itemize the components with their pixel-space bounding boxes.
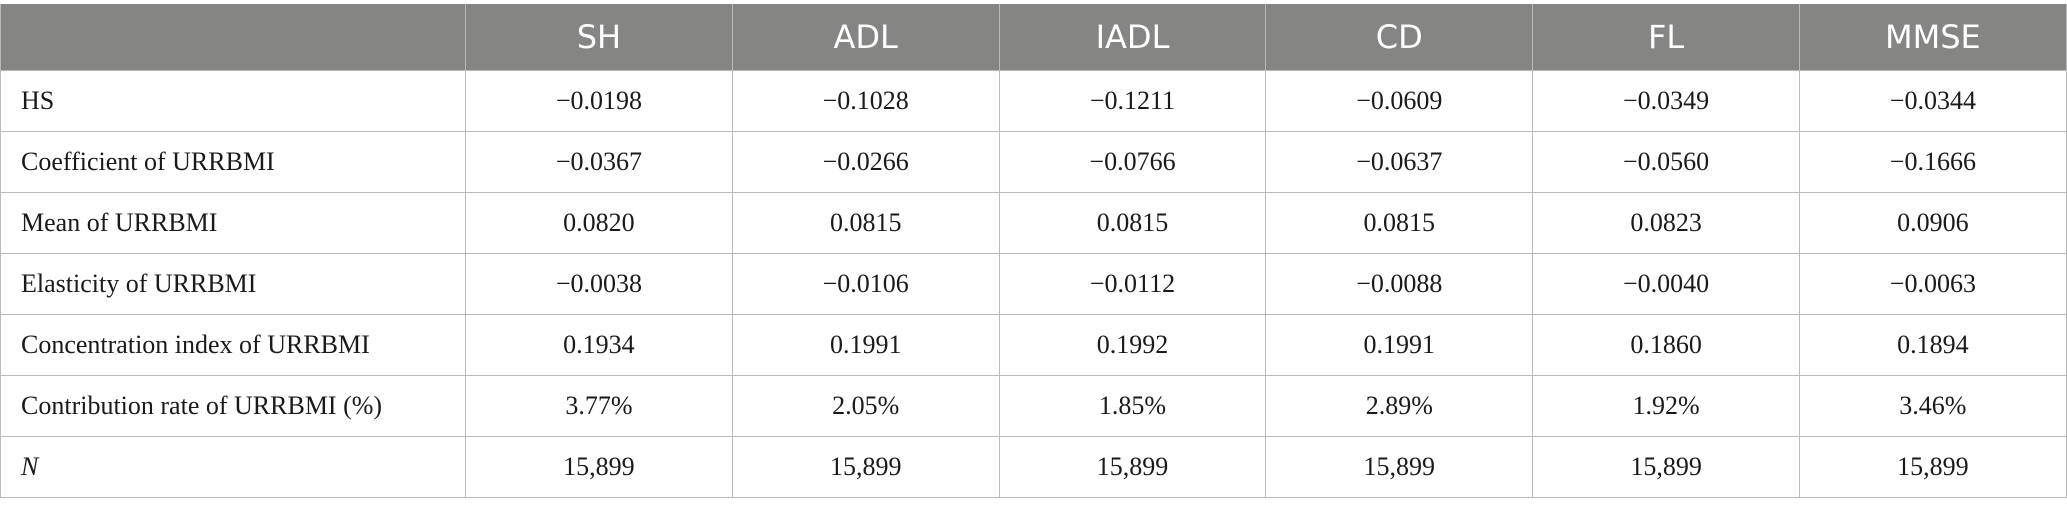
- table-cell: −0.0040: [1532, 253, 1800, 315]
- table-cell: −0.1666: [1798, 131, 2067, 193]
- table-body: HS −0.0198 −0.1028 −0.1211 −0.0609 −0.0349 −0.…: [0, 70, 2067, 498]
- table-row: HS −0.0198 −0.1028 −0.1211 −0.0609 −0.0349 −0.…: [0, 70, 2067, 132]
- row-label: HS: [0, 70, 466, 132]
- table-cell: 15,899: [1532, 436, 1800, 498]
- results-table-container: SH ADL IADL CD FL MMSE HS −0.0198 −0.1028−…: [0, 4, 2067, 498]
- table-cell: 1.92%: [1532, 375, 1800, 437]
- table-cell: 1.85%: [998, 375, 1267, 437]
- table-cell: 0.1934: [465, 314, 733, 376]
- table-cell: 0.1991: [1265, 314, 1534, 376]
- table-cell: −0.0112: [998, 253, 1267, 315]
- results-table: SH ADL IADL CD FL MMSE HS −0.0198 −0.1028−…: [0, 4, 2067, 498]
- table-cell: −0.0198: [465, 70, 733, 132]
- table-cell: 0.0815: [998, 192, 1267, 254]
- row-label: Mean of URRBMI: [0, 192, 466, 254]
- table-cell: −0.0266: [731, 131, 1000, 193]
- header-cell-cd: CD: [1265, 4, 1534, 71]
- table-cell: 0.0906: [1798, 192, 2067, 254]
- table-row: N 15,899 15,899 15,899 15,899 15,899 15,899: [0, 436, 2067, 498]
- table-cell: −0.0367: [465, 131, 733, 193]
- table-row: Contribution rate of URRBMI (%) 3.77% 2.05…: [0, 375, 2067, 437]
- table-header: SH ADL IADL CD FL MMSE: [0, 4, 2067, 71]
- row-label: Concentration index of URRBMI: [0, 314, 466, 376]
- table-cell: −0.0349: [1532, 70, 1800, 132]
- row-label: Elasticity of URRBMI: [0, 253, 466, 315]
- table-cell: −0.0560: [1532, 131, 1800, 193]
- table-cell: 0.0815: [731, 192, 1000, 254]
- table-row: Mean of URRBMI 0.0820 0.0815 0.0815 0.0815 0.…: [0, 192, 2067, 254]
- row-label: Coefficient of URRBMI: [0, 131, 466, 193]
- table-cell: 3.77%: [465, 375, 733, 437]
- table-cell: −0.0766: [998, 131, 1267, 193]
- table-cell: 0.1991: [731, 314, 1000, 376]
- table-cell: 15,899: [998, 436, 1267, 498]
- table-cell: 0.1894: [1798, 314, 2067, 376]
- table-cell: −0.0106: [731, 253, 1000, 315]
- table-cell: −0.0344: [1798, 70, 2067, 132]
- table-cell: 0.0823: [1532, 192, 1800, 254]
- table-cell: 15,899: [1798, 436, 2067, 498]
- table-cell: −0.0063: [1798, 253, 2067, 315]
- header-cell-fl: FL: [1532, 4, 1800, 71]
- header-cell-mmse: MMSE: [1798, 4, 2067, 71]
- table-cell: 0.0820: [465, 192, 733, 254]
- table-cell: 0.1860: [1532, 314, 1800, 376]
- table-cell: 15,899: [465, 436, 733, 498]
- header-cell-adl: ADL: [731, 4, 1000, 71]
- table-cell: −0.1211: [998, 70, 1267, 132]
- table-cell: 3.46%: [1798, 375, 2067, 437]
- header-cell-iadl: IADL: [998, 4, 1267, 71]
- table-cell: −0.0609: [1265, 70, 1534, 132]
- table-cell: −0.0088: [1265, 253, 1534, 315]
- table-row: Coefficient of URRBMI −0.0367 −0.0266 −0.07…: [0, 131, 2067, 193]
- header-cell-blank: [0, 4, 466, 71]
- table-cell: −0.1028: [731, 70, 1000, 132]
- table-row: Concentration index of URRBMI 0.1934 0.199…: [0, 314, 2067, 376]
- table-cell: −0.0038: [465, 253, 733, 315]
- row-label: Contribution rate of URRBMI (%): [0, 375, 466, 437]
- table-cell: 15,899: [1265, 436, 1534, 498]
- table-cell: 0.0815: [1265, 192, 1534, 254]
- table-cell: 0.1992: [998, 314, 1267, 376]
- table-cell: 2.05%: [731, 375, 1000, 437]
- table-cell: 15,899: [731, 436, 1000, 498]
- row-label: N: [0, 436, 466, 498]
- table-cell: −0.0637: [1265, 131, 1534, 193]
- header-cell-sh: SH: [465, 4, 733, 71]
- table-row: Elasticity of URRBMI −0.0038 −0.0106 −0.011…: [0, 253, 2067, 315]
- table-cell: 2.89%: [1265, 375, 1534, 437]
- header-row: SH ADL IADL CD FL MMSE: [0, 4, 2067, 71]
